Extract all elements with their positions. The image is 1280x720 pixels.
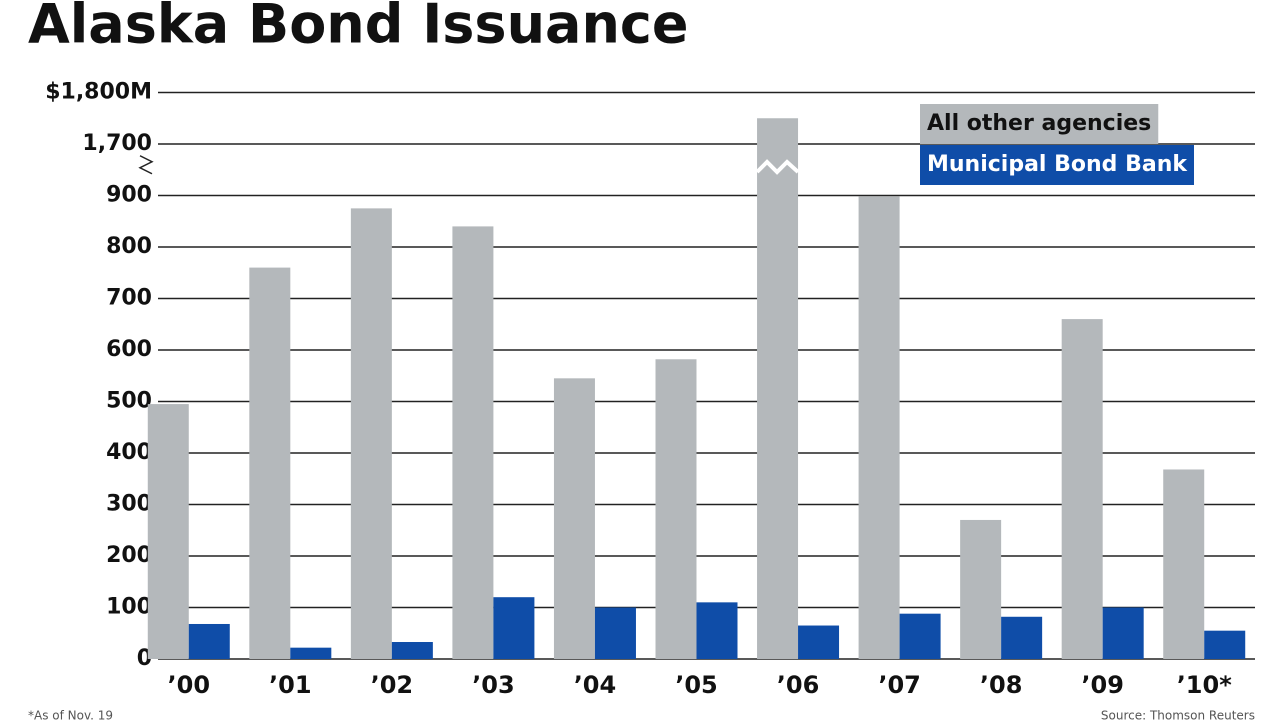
bar-break (755, 159, 800, 175)
y-tick-label: 100 (106, 595, 152, 620)
bar (1061, 319, 1103, 659)
x-tick-label: ’05 (675, 671, 718, 699)
y-tick-label: 200 (106, 543, 152, 568)
y-tick-label: 300 (106, 492, 152, 517)
legend-swatch (920, 104, 1159, 144)
bar (452, 226, 494, 659)
bar (798, 625, 840, 659)
legend-label: All other agencies (927, 111, 1151, 136)
bar (350, 208, 392, 659)
x-tick-label: ’00 (168, 671, 211, 699)
bar (188, 623, 230, 659)
legend-item: Municipal Bond Bank (920, 145, 1194, 185)
y-tick-label: 800 (106, 234, 152, 259)
x-tick-label: ’10* (1177, 671, 1233, 699)
x-tick-label: ’07 (878, 671, 921, 699)
x-tick-label: ’02 (371, 671, 414, 699)
bar (696, 602, 738, 659)
bar (858, 196, 900, 659)
bar (493, 597, 535, 659)
axis-break (138, 155, 154, 175)
bar (391, 642, 433, 659)
bar (960, 519, 1002, 659)
y-tick-label: 600 (106, 337, 152, 362)
bar (757, 118, 799, 659)
y-tick-label: 400 (106, 440, 152, 465)
bar (147, 404, 189, 659)
y-tick-label: 900 (106, 183, 152, 208)
footnote: *As of Nov. 19 (28, 709, 113, 720)
bar (553, 378, 595, 659)
bar (1102, 607, 1144, 659)
y-tick-label: 1,700 (82, 131, 152, 156)
bar (594, 607, 636, 659)
bar (1163, 469, 1205, 659)
x-tick-label: ’03 (472, 671, 515, 699)
chart-title: Alaska Bond Issuance (28, 0, 689, 56)
x-tick-label: ’01 (269, 671, 312, 699)
bar (290, 647, 332, 659)
bar (1204, 630, 1246, 659)
x-tick-label: ’08 (980, 671, 1023, 699)
bar (655, 359, 697, 659)
legend-label: Municipal Bond Bank (927, 152, 1188, 177)
y-tick-label: $1,800M (45, 80, 152, 105)
y-tick-label: 700 (106, 286, 152, 311)
bar (1001, 616, 1043, 659)
bar (899, 613, 941, 659)
legend-swatch (920, 145, 1194, 185)
legend-item: All other agencies (920, 104, 1159, 144)
x-tick-label: ’04 (574, 671, 617, 699)
y-tick-label: 500 (106, 389, 152, 414)
bar (249, 267, 291, 659)
x-tick-label: ’09 (1081, 671, 1124, 699)
x-tick-label: ’06 (777, 671, 820, 699)
source: Source: Thomson Reuters (1101, 709, 1255, 720)
